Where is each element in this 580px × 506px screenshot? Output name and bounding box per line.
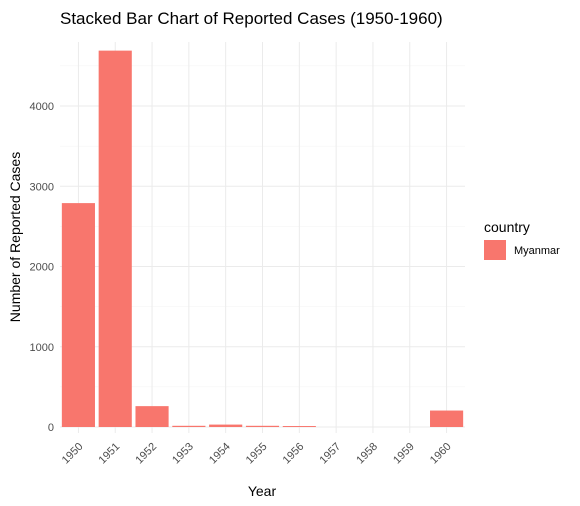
x-tick-label-1955: 1955 <box>244 441 270 467</box>
y-tick-label: 3000 <box>30 181 54 193</box>
y-tick-label: 2000 <box>30 262 54 274</box>
bars <box>61 50 464 427</box>
legend-key-myanmar <box>484 240 506 260</box>
x-tick-label-1953: 1953 <box>170 441 196 467</box>
bar-1951 <box>98 50 132 427</box>
x-tick-label-1956: 1956 <box>281 441 307 467</box>
x-tick-label-1950: 1950 <box>60 441 86 467</box>
x-tick-label-1957: 1957 <box>317 441 343 467</box>
y-axis-ticks: 0 1000 2000 3000 4000 <box>30 101 54 434</box>
x-tick-label-1959: 1959 <box>391 441 417 467</box>
y-tick-label: 1000 <box>30 342 54 354</box>
x-tick-label-1958: 1958 <box>354 441 380 467</box>
bar-1960 <box>430 410 464 427</box>
y-tick-label: 4000 <box>30 101 54 113</box>
x-axis-title: Year <box>248 483 277 499</box>
legend-title: country <box>484 219 530 235</box>
x-tick-label-1952: 1952 <box>133 441 159 467</box>
bar-1956 <box>282 426 316 427</box>
x-tick-label-1954: 1954 <box>207 441 233 467</box>
legend-label-myanmar: Myanmar <box>514 245 560 257</box>
x-tick-label-1960: 1960 <box>428 441 454 467</box>
y-axis-title: Number of Reported Cases <box>7 152 23 322</box>
bar-1950 <box>61 203 95 427</box>
y-tick-label: 0 <box>48 422 54 434</box>
bar-1955 <box>245 425 280 427</box>
chart-title: Stacked Bar Chart of Reported Cases (195… <box>60 9 443 28</box>
x-axis-ticks: 1950 1951 1952 1953 1954 1955 1956 1957 1958 1959… <box>60 441 454 467</box>
bar-1953 <box>172 425 206 427</box>
bar-1952 <box>135 406 169 427</box>
bar-1954 <box>209 424 243 427</box>
legend: country Myanmar <box>484 219 560 260</box>
x-tick-label-1951: 1951 <box>97 441 123 467</box>
